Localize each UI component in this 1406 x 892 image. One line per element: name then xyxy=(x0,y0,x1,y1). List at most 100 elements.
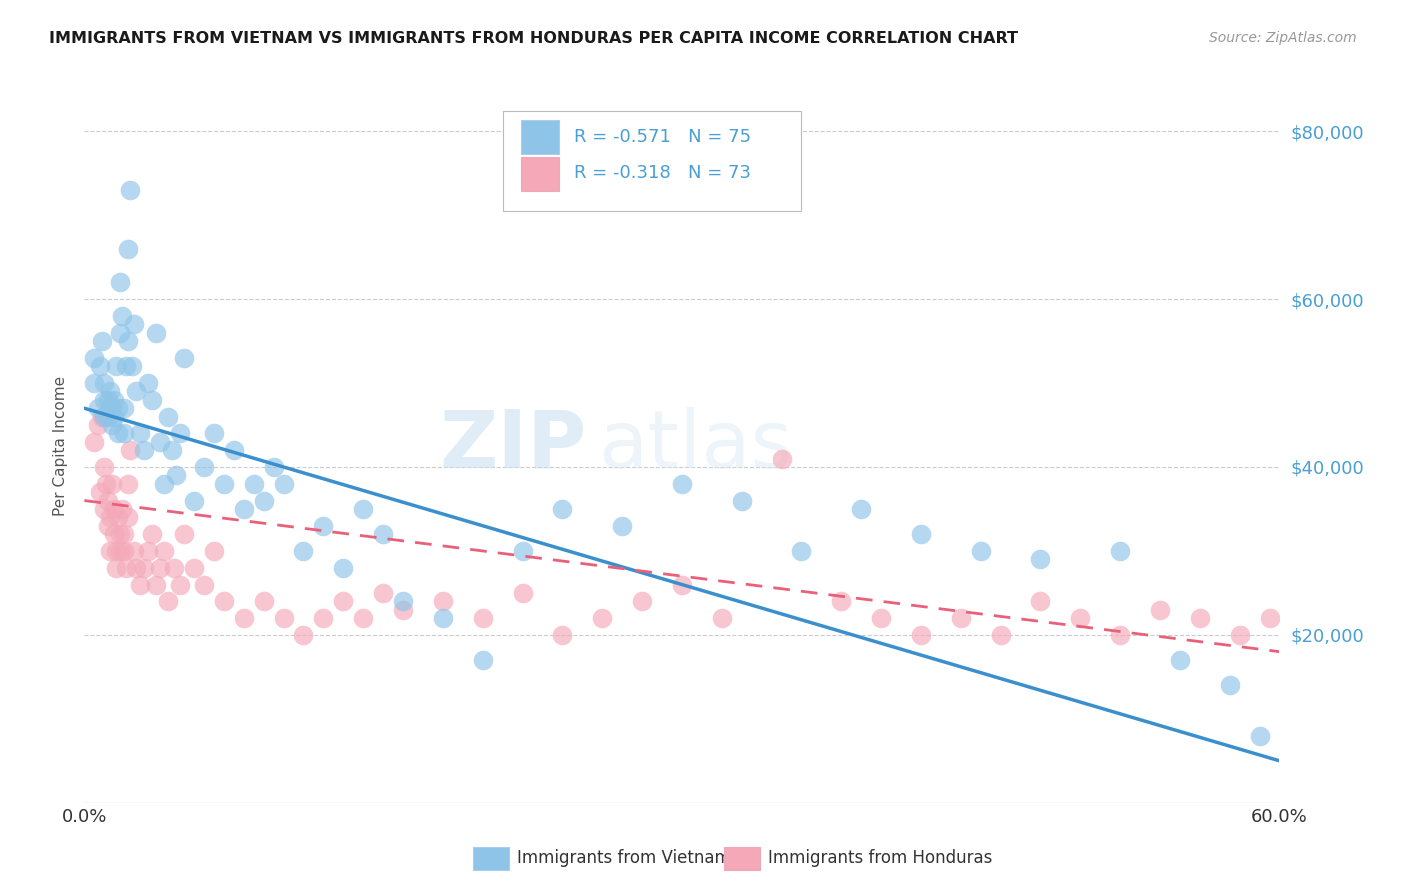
Point xyxy=(105,359,128,374)
Point xyxy=(432,594,454,608)
Point xyxy=(910,628,932,642)
Point xyxy=(112,544,135,558)
Point xyxy=(273,611,295,625)
Point xyxy=(183,493,205,508)
Point xyxy=(671,577,693,591)
Text: Immigrants from Honduras: Immigrants from Honduras xyxy=(768,849,993,867)
Point xyxy=(149,434,172,449)
Point xyxy=(117,242,139,256)
Point xyxy=(471,611,494,625)
Bar xyxy=(472,847,509,870)
Point xyxy=(830,594,852,608)
Point xyxy=(141,392,163,407)
Point xyxy=(242,476,264,491)
Point xyxy=(97,493,120,508)
Point xyxy=(89,359,111,374)
Point xyxy=(103,527,125,541)
Point xyxy=(870,611,893,625)
Point xyxy=(83,376,105,390)
Point xyxy=(1229,628,1251,642)
Point xyxy=(91,334,114,348)
Point xyxy=(83,351,105,365)
Point xyxy=(157,409,180,424)
Point xyxy=(87,401,110,416)
Point xyxy=(112,426,135,441)
Point xyxy=(1168,653,1191,667)
Point xyxy=(169,426,191,441)
Point xyxy=(145,326,167,340)
Point xyxy=(970,544,993,558)
Point xyxy=(173,527,195,541)
Point xyxy=(173,351,195,365)
Y-axis label: Per Capita Income: Per Capita Income xyxy=(53,376,69,516)
Point xyxy=(551,628,574,642)
Point xyxy=(132,443,156,458)
Point xyxy=(112,527,135,541)
Point xyxy=(93,376,115,390)
Point xyxy=(105,560,128,574)
Point xyxy=(163,560,186,574)
Point xyxy=(93,409,115,424)
Bar xyxy=(520,120,558,154)
Point xyxy=(107,510,129,524)
Point xyxy=(117,510,139,524)
Point xyxy=(136,376,159,390)
Point xyxy=(117,476,139,491)
Point xyxy=(373,586,395,600)
Point xyxy=(165,468,187,483)
Point xyxy=(373,527,395,541)
Point xyxy=(253,493,276,508)
Point xyxy=(101,476,124,491)
Point xyxy=(120,443,142,458)
Point xyxy=(212,476,235,491)
Point xyxy=(671,476,693,491)
Point xyxy=(193,577,215,591)
Point xyxy=(129,577,152,591)
Point xyxy=(253,594,276,608)
Point xyxy=(612,518,634,533)
Point xyxy=(212,594,235,608)
Point xyxy=(110,275,132,289)
Point xyxy=(1029,552,1052,566)
Point xyxy=(120,183,142,197)
Point xyxy=(202,544,225,558)
Point xyxy=(770,451,793,466)
Bar xyxy=(520,157,558,191)
Text: R = -0.571   N = 75: R = -0.571 N = 75 xyxy=(575,128,751,146)
Point xyxy=(202,426,225,441)
Text: Immigrants from Vietnam: Immigrants from Vietnam xyxy=(517,849,731,867)
Point xyxy=(183,560,205,574)
Point xyxy=(551,502,574,516)
Point xyxy=(731,493,754,508)
Point xyxy=(141,527,163,541)
Point xyxy=(1219,678,1241,692)
Point xyxy=(121,359,143,374)
Point xyxy=(111,309,134,323)
Point xyxy=(93,502,115,516)
Point xyxy=(103,392,125,407)
Point xyxy=(117,334,139,348)
Point xyxy=(160,443,183,458)
Point xyxy=(710,611,733,625)
Point xyxy=(97,409,120,424)
Point xyxy=(990,628,1012,642)
Point xyxy=(103,409,125,424)
Point xyxy=(512,544,534,558)
Point xyxy=(157,594,180,608)
Point xyxy=(332,594,354,608)
FancyBboxPatch shape xyxy=(503,111,801,211)
Point xyxy=(149,560,172,574)
Point xyxy=(145,577,167,591)
Point xyxy=(352,611,374,625)
Text: R = -0.318   N = 73: R = -0.318 N = 73 xyxy=(575,164,751,182)
Point xyxy=(1069,611,1091,625)
Text: Source: ZipAtlas.com: Source: ZipAtlas.com xyxy=(1209,31,1357,45)
Point xyxy=(122,544,145,558)
Point xyxy=(292,628,315,642)
Point xyxy=(273,476,295,491)
Point xyxy=(97,392,120,407)
Point xyxy=(87,417,110,432)
Point xyxy=(136,544,159,558)
Point xyxy=(105,544,128,558)
Point xyxy=(790,544,813,558)
